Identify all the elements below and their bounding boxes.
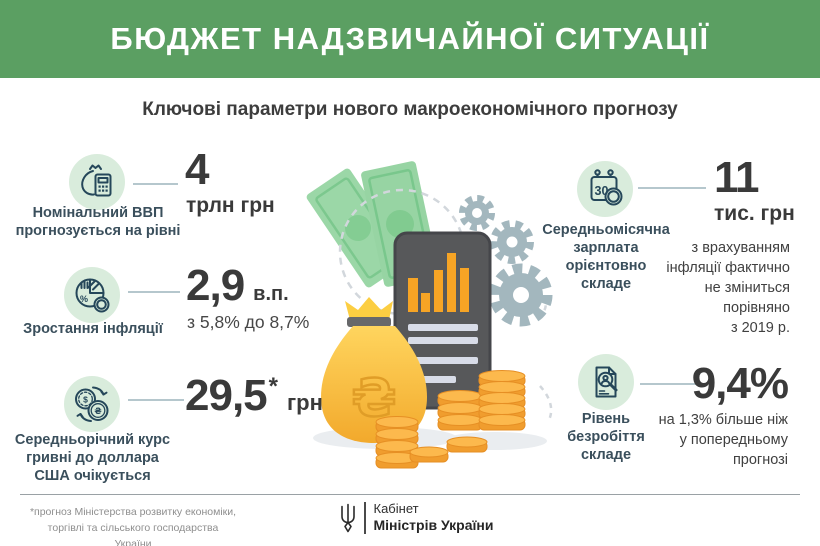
stat-unit: в.п. xyxy=(253,283,289,305)
money-bag-calculator-icon xyxy=(69,154,125,210)
connector-line xyxy=(133,183,178,185)
bar-chart-illustration xyxy=(408,253,469,312)
logo-text-line1: Кабінет xyxy=(373,501,419,517)
stat-note: на 1,3% більше ніж у попередньому прогно… xyxy=(658,412,788,468)
logo-separator xyxy=(364,502,366,534)
footer-divider xyxy=(20,494,800,495)
stat-asterisk: * xyxy=(268,373,278,400)
stat-value: 2,9 xyxy=(186,261,245,310)
stat-value-row: 29,5 * грн xyxy=(185,371,323,420)
connector-line xyxy=(638,187,706,189)
connector-line xyxy=(128,399,184,401)
trident-icon xyxy=(341,503,355,533)
logo-text-line2: Міністрів України xyxy=(373,517,494,534)
hryvnia-glyph: ₴ xyxy=(94,407,101,417)
stat-unit: трлн грн xyxy=(186,194,275,217)
stat-note: з 5,8% до 8,7% xyxy=(187,312,310,332)
calendar-salary-icon: 30 xyxy=(577,161,633,217)
stat-unit: грн xyxy=(286,390,323,415)
stat-label: Зростання інфляції xyxy=(23,321,163,337)
stat-value: 11 xyxy=(714,153,760,202)
page-title: БЮДЖЕТ НАДЗВИЧАЙНОЇ СИТУАЦІЇ xyxy=(110,21,710,56)
header-bar: БЮДЖЕТ НАДЗВИЧАЙНОЇ СИТУАЦІЇ xyxy=(0,0,820,78)
budget-illustration: ₴ xyxy=(306,161,553,469)
stat-value-row: 2,9 в.п. xyxy=(186,264,289,308)
dollar-glyph: $ xyxy=(83,395,88,405)
forecast-footnote: *прогноз Міністерства розвитку економіки… xyxy=(29,506,237,546)
percent-glyph: % xyxy=(80,294,88,304)
cabinet-of-ministers-logo: Кабінет Міністрів України xyxy=(338,502,494,534)
subtitle: Ключові параметри нового макроекономічно… xyxy=(142,99,678,120)
stat-value: 4 xyxy=(185,145,210,194)
stat-label: Номінальний ВВП прогнозується на рівні xyxy=(15,205,181,239)
stat-unit: тис. грн xyxy=(714,202,795,225)
dashed-arc-decoration xyxy=(539,385,553,421)
calendar-day-glyph: 30 xyxy=(595,184,609,198)
stat-label: Середньомісячна зарплата орієнтовно скла… xyxy=(542,222,670,292)
stat-label: Рівень безробіття складе xyxy=(567,411,645,463)
money-bag-illustration: ₴ xyxy=(321,297,427,443)
inflation-pie-icon: % xyxy=(64,267,120,323)
currency-exchange-icon: $ ₴ xyxy=(64,376,120,432)
stat-value: 29,5 xyxy=(185,371,268,420)
stat-note: з врахуванням інфляції фактично не зміни… xyxy=(666,240,790,336)
stat-label: Середньорічний курс гривні до доллара СШ… xyxy=(14,432,171,484)
stat-value: 9,4% xyxy=(691,359,789,408)
connector-line xyxy=(640,383,702,385)
connector-line xyxy=(128,291,180,293)
coins-illustration xyxy=(375,370,526,469)
gears-illustration xyxy=(459,195,553,327)
job-search-icon xyxy=(578,354,634,410)
